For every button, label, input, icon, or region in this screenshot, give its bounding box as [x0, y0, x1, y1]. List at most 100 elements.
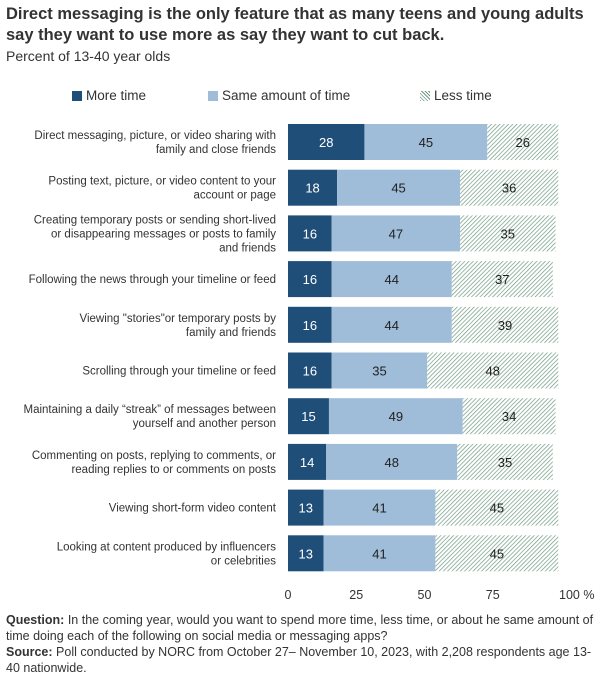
data-label-less: 45 [490, 546, 504, 561]
legend-item-same-time: Same amount of time [208, 88, 350, 103]
x-tick-label: 25 [349, 588, 363, 602]
data-label-less: 36 [502, 181, 516, 196]
source-text: Poll conducted by NORC from October 27– … [6, 645, 592, 675]
bar-segment-same [364, 124, 488, 160]
data-label-same: 44 [385, 272, 399, 287]
category-label-line: account or page [194, 190, 276, 202]
legend-swatch-same-time [208, 90, 218, 101]
legend-swatch-less-time [420, 90, 430, 101]
category-label: Direct messaging, picture, or video shar… [34, 130, 276, 156]
category-label-line: family and close friends [156, 144, 276, 156]
question-text: In the coming year, would you want to sp… [6, 613, 594, 643]
legend-swatch-more-time [72, 90, 82, 101]
data-label-more: 28 [319, 135, 333, 150]
bar-segment-same [331, 352, 428, 389]
data-label-more: 13 [299, 501, 313, 516]
category-label-line: Viewing "stories"or temporary posts by [79, 313, 276, 325]
chart-title: Direct messaging is the only feature tha… [6, 5, 584, 44]
bar-segment-same [328, 398, 463, 435]
legend-label-same-time: Same amount of time [222, 88, 351, 103]
category-label: Following the news through your timeline… [29, 274, 276, 286]
bar-segment-more [288, 124, 365, 160]
category-label: Creating temporary posts or sending shor… [34, 214, 277, 254]
bar-segment-same [331, 261, 452, 298]
category-label: Scrolling through your timeline or feed [82, 366, 276, 378]
bar-segment-less [451, 306, 559, 343]
category-label: Looking at content produced by influence… [57, 541, 277, 567]
data-label-same: 35 [372, 364, 386, 379]
x-tick-label: 100 % [559, 588, 594, 602]
bar-segment-more [288, 261, 332, 298]
bar-segment-less [462, 398, 556, 435]
legend-item-more-time: More time [72, 88, 146, 103]
category-label-line: or celebrities [211, 555, 276, 567]
data-label-less: 26 [516, 135, 530, 150]
bar-segment-less [487, 124, 559, 160]
bar-segment-less [457, 443, 553, 480]
footer-question: Question: In the coming year, would you … [6, 612, 596, 644]
bar-segment-less [459, 169, 559, 206]
bar-segment-more [288, 352, 332, 389]
x-tick-label: 0 [285, 588, 292, 602]
data-label-less: 35 [498, 455, 512, 470]
chart-legend: More time Same amount of time Less time [0, 88, 600, 106]
bar-segment-more [288, 169, 338, 206]
data-label-less: 35 [501, 226, 515, 241]
x-tick-label: 75 [486, 588, 500, 602]
data-label-same: 45 [391, 181, 405, 196]
category-label: Maintaining a daily “streak” of messages… [24, 404, 277, 430]
category-label-line: or disappearing messages or posts to fam… [51, 228, 276, 240]
category-label-line: reading replies to or comments on posts [71, 464, 276, 476]
data-label-same: 45 [419, 135, 433, 150]
category-label-line: Looking at content produced by influence… [57, 541, 277, 553]
category-label: Posting text, picture, or video content … [48, 176, 276, 202]
data-label-more: 16 [303, 272, 317, 287]
bar-segment-more [288, 443, 327, 480]
bar-segment-more [288, 398, 329, 435]
data-label-same: 49 [389, 409, 403, 424]
data-label-less: 34 [502, 409, 516, 424]
category-label-line: and friends [219, 242, 276, 254]
category-label: Viewing "stories"or temporary posts by fa… [79, 313, 276, 339]
bar-segment-same [323, 535, 436, 572]
category-label-line: Creating temporary posts or sending shor… [34, 214, 276, 226]
question-label: Question: [6, 613, 65, 627]
bar-segment-same [331, 306, 452, 343]
bar-segment-same [323, 489, 436, 526]
data-label-more: 15 [301, 409, 315, 424]
data-label-same: 41 [372, 546, 386, 561]
category-label-line: family and friends [186, 327, 276, 339]
bar-segment-less [427, 352, 559, 389]
data-label-less: 37 [495, 272, 509, 287]
bar-segment-more [288, 535, 324, 572]
data-label-less: 45 [490, 501, 504, 516]
footer-source: Source: Poll conducted by NORC from Octo… [6, 644, 596, 676]
data-label-more: 16 [303, 318, 317, 333]
data-label-more: 16 [303, 226, 317, 241]
bar-segment-more [288, 489, 324, 526]
legend-label-less-time: Less time [434, 88, 492, 103]
chart-subtitle: Percent of 13-40 year olds [6, 48, 171, 64]
data-label-same: 48 [385, 455, 399, 470]
bar-segment-same [331, 215, 460, 252]
category-label-line: Maintaining a daily “streak” of messages… [24, 404, 277, 416]
category-label-line: yourself and another person [133, 418, 276, 430]
source-label: Source: [6, 645, 53, 659]
data-label-more: 14 [300, 455, 314, 470]
bar-segment-same [326, 443, 458, 480]
bar-segment-less [459, 215, 556, 252]
category-label-line: Viewing short-form video content [109, 503, 277, 515]
data-label-less: 48 [486, 364, 500, 379]
data-label-more: 16 [303, 364, 317, 379]
bar-segment-less [435, 489, 559, 526]
chart-footer: Question: In the coming year, would you … [6, 612, 596, 676]
bar-segment-more [288, 306, 332, 343]
data-label-more: 18 [305, 181, 319, 196]
legend-label-more-time: More time [86, 88, 147, 103]
data-label-same: 44 [385, 318, 399, 333]
category-label-line: Posting text, picture, or video content … [48, 176, 276, 188]
data-label-same: 47 [389, 226, 403, 241]
data-label-more: 13 [299, 546, 313, 561]
category-label: Viewing short-form video content [109, 503, 277, 515]
